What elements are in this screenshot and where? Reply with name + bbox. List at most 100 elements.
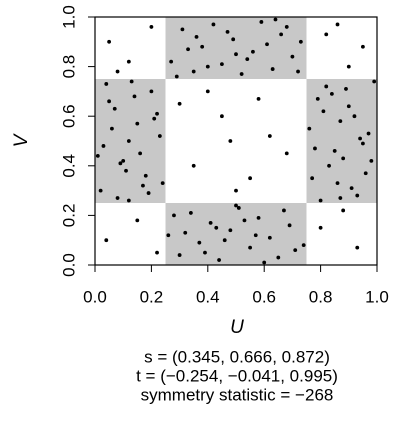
y-tick-label: 0.6 [59, 104, 78, 128]
point [200, 44, 205, 49]
point [310, 176, 315, 181]
point [270, 67, 275, 71]
point [197, 240, 202, 245]
point [183, 230, 188, 235]
point [225, 29, 230, 34]
point [321, 109, 326, 114]
point [298, 39, 303, 44]
x-tick-label: 0.4 [196, 287, 220, 306]
point [222, 238, 227, 243]
point [208, 220, 213, 225]
point [318, 198, 323, 203]
annotation: symmetry statistic = −268 [141, 385, 334, 404]
point [248, 245, 253, 250]
x-tick-label: 0.6 [252, 287, 276, 306]
y-tick-label: 0.2 [59, 204, 78, 228]
point [188, 211, 193, 215]
point [228, 228, 233, 233]
point [141, 183, 145, 188]
point [98, 188, 103, 193]
point [124, 168, 128, 173]
point [239, 72, 244, 76]
x-tick-label: 1.0 [365, 287, 389, 306]
point [104, 238, 109, 243]
point [352, 114, 357, 119]
point [282, 208, 286, 213]
point [149, 25, 154, 29]
point [132, 94, 137, 99]
point [324, 32, 329, 37]
point [329, 91, 334, 96]
point [369, 158, 374, 163]
point [107, 99, 111, 104]
point [344, 87, 348, 91]
point [172, 213, 176, 218]
point [174, 74, 179, 79]
point [191, 69, 196, 74]
point [236, 206, 241, 210]
point [358, 136, 362, 141]
point [265, 42, 269, 47]
point [290, 54, 295, 59]
point [279, 32, 284, 37]
point [191, 163, 196, 168]
point [220, 114, 224, 119]
point [234, 188, 238, 193]
point [262, 260, 267, 265]
point [155, 250, 159, 255]
point [349, 186, 354, 191]
point [296, 69, 300, 74]
point [203, 250, 207, 255]
point [284, 151, 289, 156]
point [126, 59, 131, 64]
y-tick-label: 0.4 [59, 154, 78, 178]
point [138, 151, 143, 156]
point [307, 126, 312, 131]
point [211, 22, 216, 27]
point [118, 161, 123, 166]
point [205, 64, 210, 69]
point [335, 22, 340, 27]
point [169, 59, 174, 64]
point [217, 258, 221, 262]
point [214, 225, 219, 230]
point [155, 111, 159, 116]
point [194, 34, 199, 39]
point [341, 208, 346, 213]
point [160, 181, 165, 186]
point [363, 171, 368, 176]
point [256, 215, 261, 220]
point [341, 156, 346, 161]
point [146, 191, 151, 195]
point [95, 153, 100, 158]
point [366, 131, 371, 136]
point [338, 119, 343, 124]
point [361, 44, 365, 49]
point [372, 79, 377, 84]
point [346, 104, 351, 109]
point [129, 79, 134, 84]
x-tick-label: 0.8 [309, 287, 333, 306]
point [220, 62, 224, 67]
point [276, 255, 281, 260]
point [180, 27, 185, 32]
point [234, 52, 238, 57]
point [335, 181, 340, 186]
point [234, 203, 238, 208]
point [245, 57, 250, 62]
x-tick-label: 0.2 [140, 287, 164, 306]
point [315, 96, 320, 101]
point [355, 245, 360, 250]
point [313, 146, 317, 151]
point [126, 139, 131, 143]
point [231, 37, 236, 42]
point [284, 25, 289, 29]
point [355, 193, 360, 198]
y-tick-label: 0.0 [59, 253, 78, 277]
point [186, 47, 190, 52]
point [361, 141, 365, 146]
point [259, 20, 264, 24]
point [115, 69, 120, 74]
point [248, 176, 253, 181]
